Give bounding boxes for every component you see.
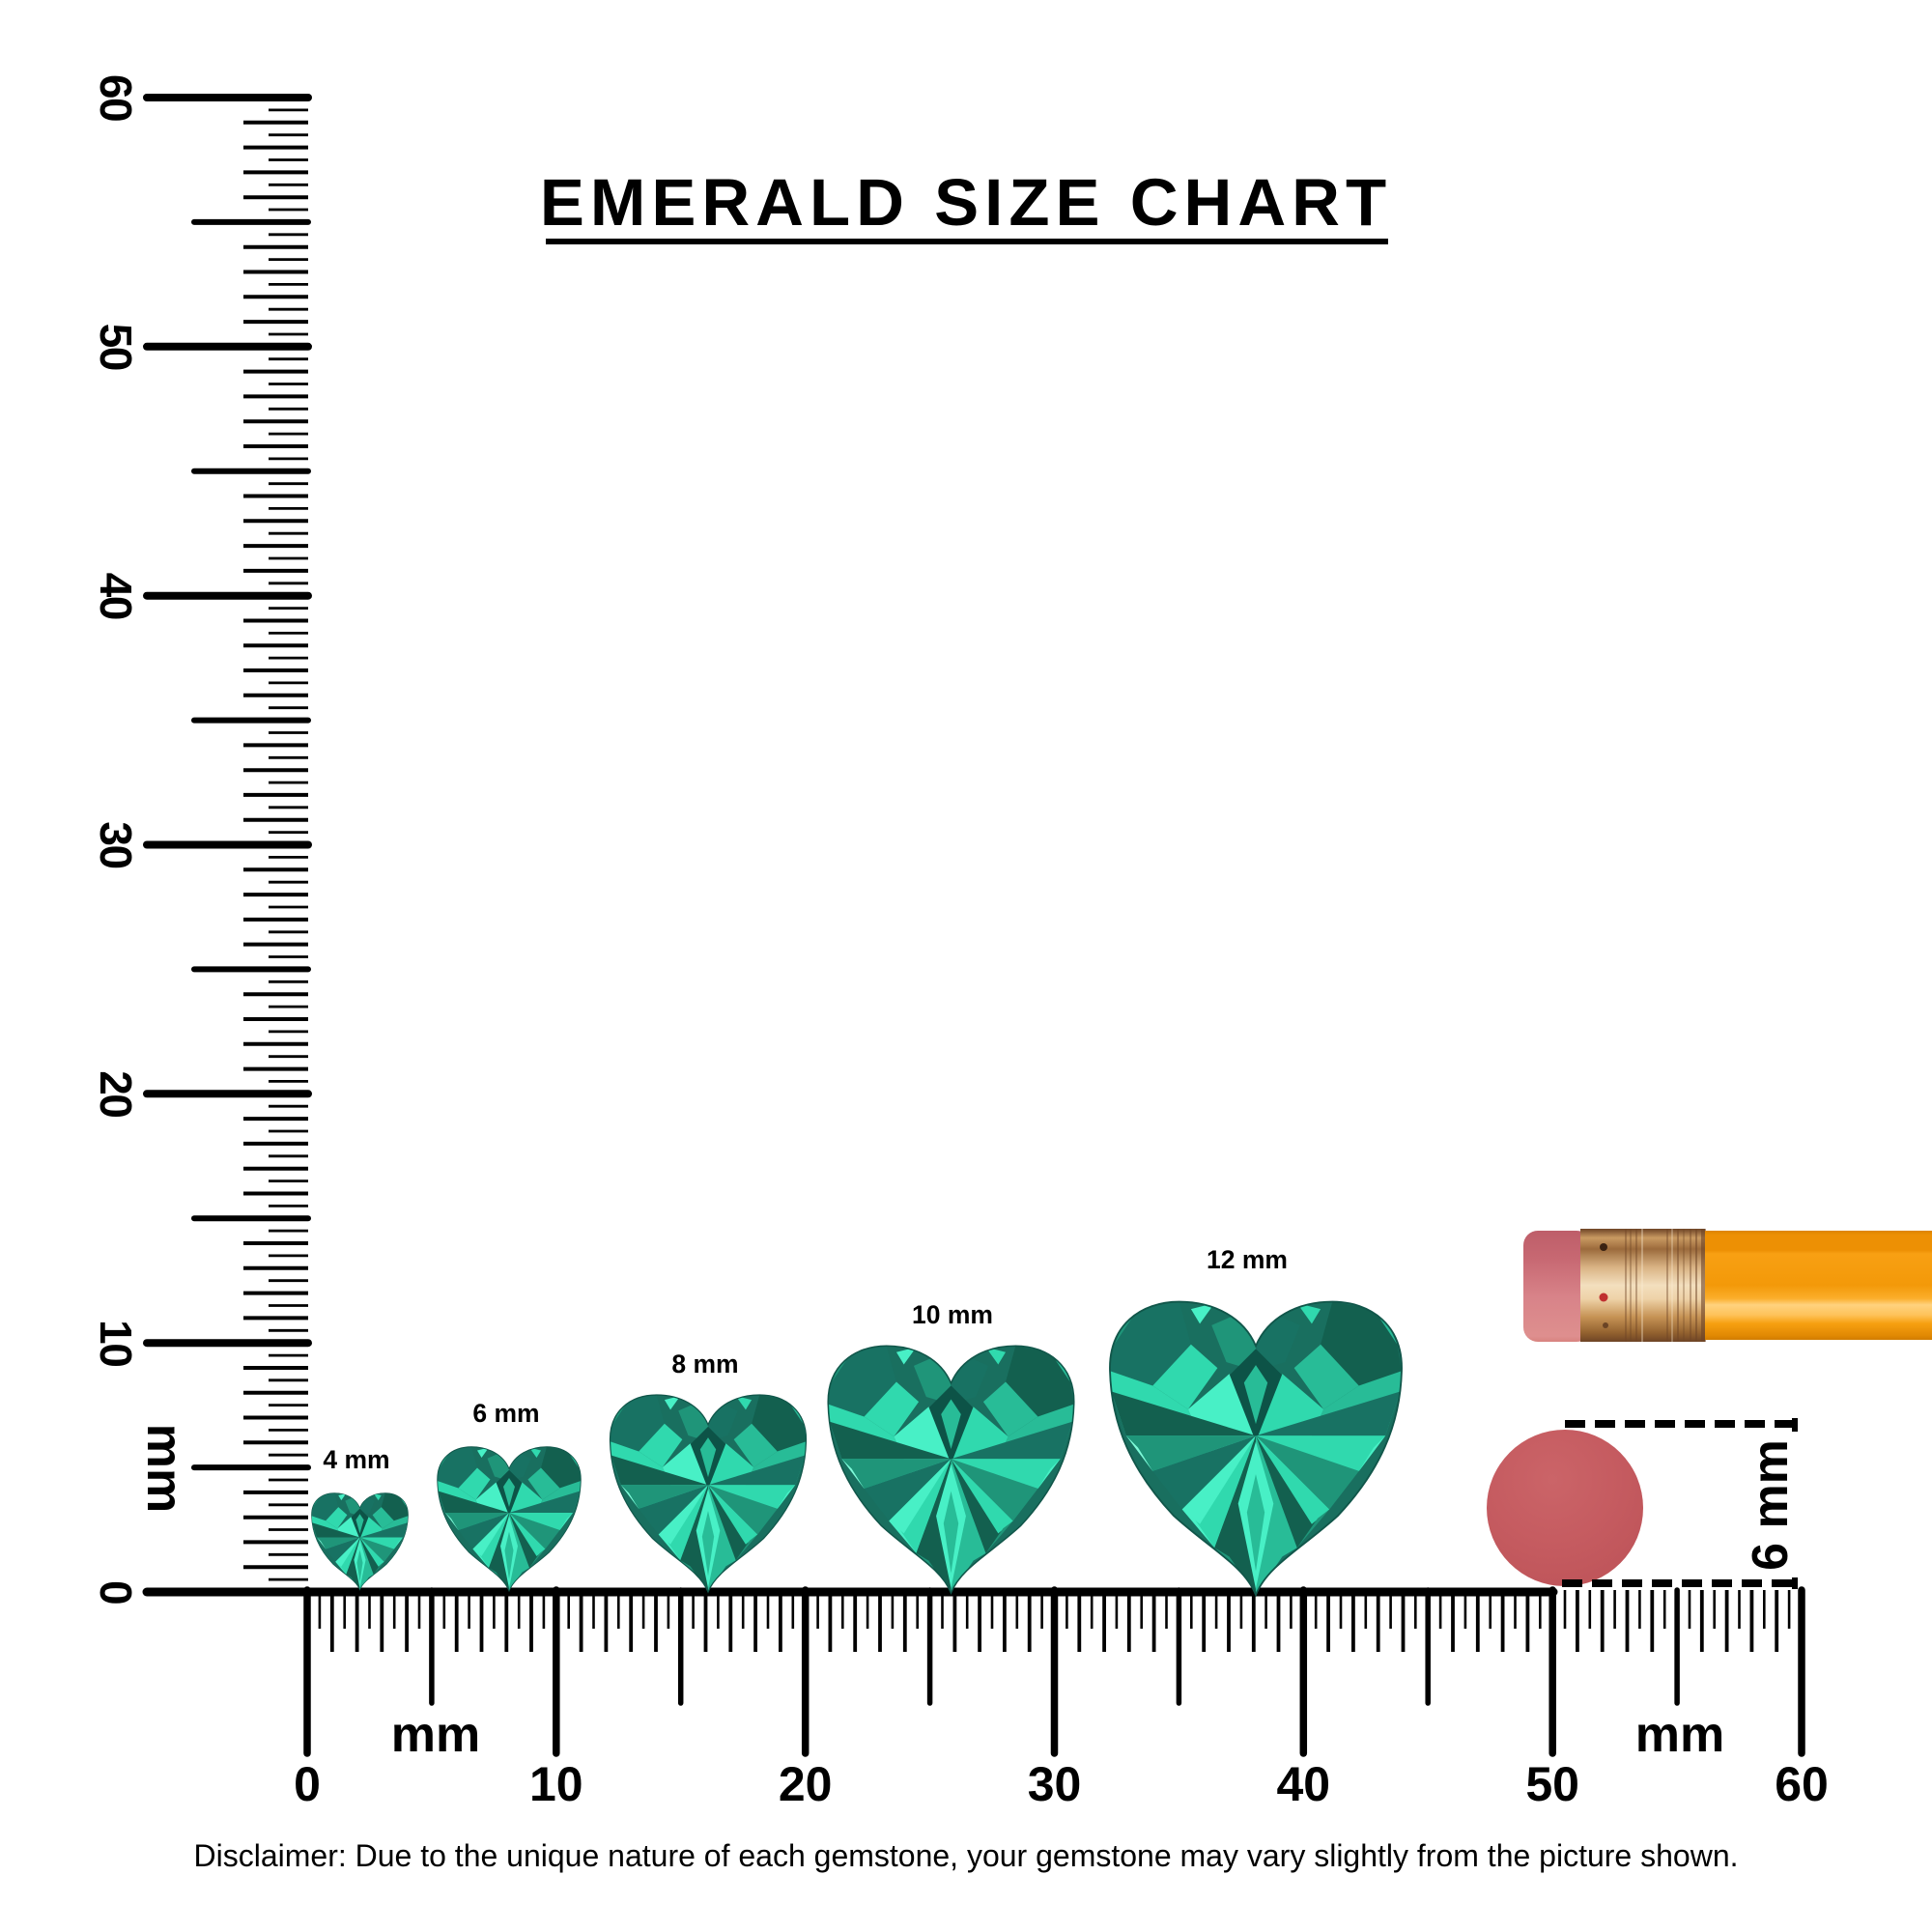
svg-text:30: 30	[1028, 1757, 1082, 1811]
svg-text:0: 0	[91, 1580, 141, 1604]
svg-text:12 mm: 12 mm	[1207, 1245, 1288, 1274]
svg-text:6 mm: 6 mm	[1743, 1439, 1799, 1571]
svg-text:10 mm: 10 mm	[912, 1300, 993, 1329]
svg-text:10: 10	[529, 1757, 583, 1811]
svg-text:6 mm: 6 mm	[472, 1399, 539, 1428]
svg-text:4 mm: 4 mm	[323, 1445, 389, 1474]
svg-text:60: 60	[91, 74, 141, 121]
svg-text:10: 10	[91, 1320, 141, 1366]
svg-text:20: 20	[779, 1757, 833, 1811]
svg-text:Disclaimer: Due to the unique: Disclaimer: Due to the unique nature of …	[194, 1838, 1739, 1873]
svg-text:50: 50	[91, 324, 141, 370]
svg-text:30: 30	[91, 821, 141, 867]
svg-text:EMERALD SIZE CHART: EMERALD SIZE CHART	[540, 165, 1392, 240]
svg-text:40: 40	[91, 573, 141, 619]
svg-text:0: 0	[294, 1757, 321, 1811]
svg-text:mm: mm	[136, 1424, 192, 1513]
svg-text:mm: mm	[1635, 1707, 1724, 1763]
svg-text:50: 50	[1525, 1757, 1579, 1811]
svg-text:40: 40	[1276, 1757, 1330, 1811]
svg-text:60: 60	[1775, 1757, 1829, 1811]
svg-text:mm: mm	[391, 1707, 480, 1763]
svg-text:8 mm: 8 mm	[671, 1350, 738, 1378]
svg-text:20: 20	[91, 1070, 141, 1117]
